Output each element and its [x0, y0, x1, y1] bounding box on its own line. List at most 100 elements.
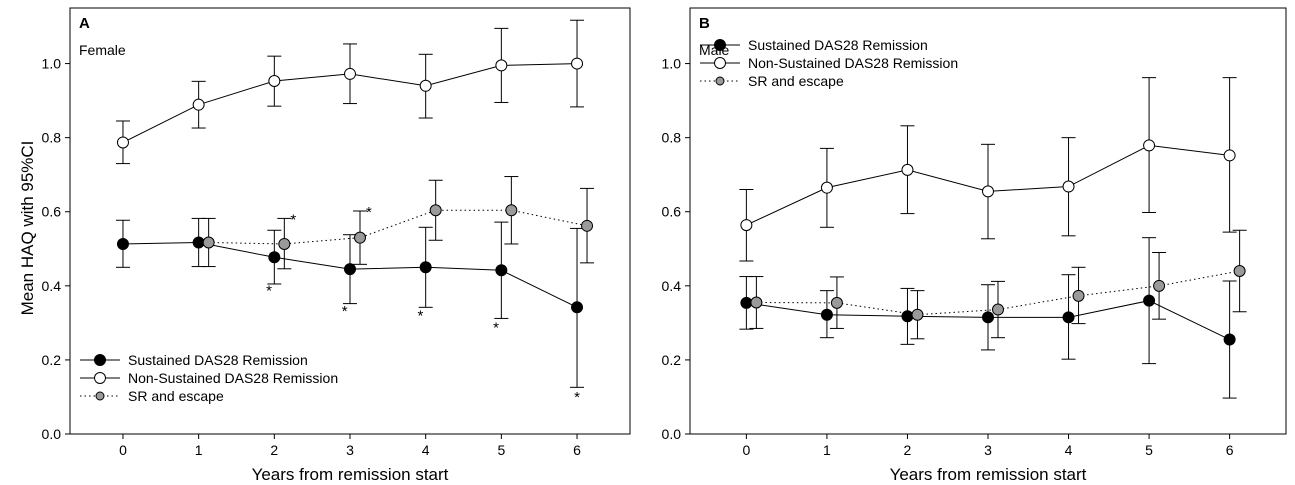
data-point: [1143, 294, 1156, 307]
panel-a: A Female 0.0 0.2 0.4 0.6 0.8 1.0 0 1 2 3 4 5 6 Years fr…: [42, 7, 631, 484]
data-point: [495, 59, 508, 72]
data-point: [901, 163, 914, 176]
x-tick-label: 6: [573, 442, 581, 458]
y-tick-label: 0.4: [42, 278, 62, 294]
y-axis-label: Mean HAQ with 95%CI: [18, 141, 37, 316]
data-point: [571, 57, 584, 70]
series-non-sustained-das28-remission: [739, 77, 1237, 262]
data-point: [571, 301, 584, 314]
x-tick-label: 1: [195, 442, 203, 458]
panel-subtitle: Female: [79, 42, 126, 58]
legend-marker: [94, 372, 106, 384]
series-sr-and-escape: [749, 229, 1247, 340]
panel-letter: B: [699, 15, 710, 32]
x-tick-label: 0: [742, 442, 750, 458]
data-point: [992, 303, 1004, 316]
data-point: [820, 181, 833, 194]
legend-marker: [95, 391, 105, 401]
legend-label: Non-Sustained DAS28 Remission: [128, 370, 338, 386]
data-point: [505, 204, 518, 217]
series-non-sustained-das28-remission: [115, 19, 585, 165]
data-point: [344, 67, 356, 80]
legend: Sustained DAS28 Remission Non-Sustained D…: [700, 37, 958, 89]
data-point: [419, 79, 432, 92]
panel-letter: A: [79, 15, 90, 32]
data-point: [1233, 265, 1246, 278]
y-tick-label: 0.2: [42, 352, 62, 368]
y-tick-label: 0.0: [42, 426, 62, 442]
significance-star: *: [342, 303, 348, 320]
significance-star: *: [493, 320, 499, 337]
legend-marker: [94, 354, 106, 366]
x-axis-label: Years from remission start: [890, 465, 1087, 484]
data-point: [1072, 289, 1085, 302]
data-point: [982, 311, 994, 324]
y-tick-label: 0.6: [662, 204, 682, 220]
data-point: [1143, 139, 1156, 152]
series-sustained-das28-remission: [739, 237, 1237, 399]
data-point: [982, 185, 994, 198]
y-tick-label: 0.0: [662, 426, 682, 442]
data-point: [278, 237, 291, 250]
data-point: [830, 296, 843, 309]
x-tick-label: 4: [422, 442, 430, 458]
data-point: [1223, 333, 1236, 346]
legend-marker: [714, 57, 726, 69]
data-point: [116, 237, 129, 250]
legend-label: SR and escape: [748, 73, 844, 89]
significance-star: *: [417, 307, 423, 324]
data-point: [116, 136, 129, 149]
legend: Sustained DAS28 Remission Non-Sustained D…: [80, 352, 338, 404]
series-line: [208, 209, 588, 245]
x-tick-label: 5: [497, 442, 505, 458]
series-sustained-das28-remission: [115, 217, 585, 388]
data-point: [192, 236, 205, 249]
data-point: [268, 74, 281, 87]
legend-label: Sustained DAS28 Remission: [128, 352, 308, 368]
x-tick-label: 6: [1226, 442, 1234, 458]
legend-marker: [714, 39, 726, 51]
data-point: [1062, 180, 1075, 193]
significance-star: *: [266, 283, 272, 300]
data-point: [202, 236, 215, 249]
y-tick-label: 0.2: [662, 352, 682, 368]
y-tick-label: 1.0: [42, 56, 62, 72]
y-tick-label: 0.6: [42, 204, 62, 220]
y-tick-label: 0.4: [662, 278, 682, 294]
x-tick-label: 3: [984, 442, 992, 458]
data-point: [1153, 279, 1166, 292]
data-point: [911, 308, 924, 321]
x-tick-label: 4: [1065, 442, 1073, 458]
x-tick-label: 2: [904, 442, 912, 458]
data-point: [901, 310, 914, 323]
legend-label: Sustained DAS28 Remission: [748, 37, 928, 53]
x-tick-label: 5: [1145, 442, 1153, 458]
y-tick-label: 0.8: [42, 130, 62, 146]
data-point: [820, 308, 833, 321]
significance-star: *: [290, 211, 296, 228]
data-point: [192, 98, 205, 111]
data-point: [354, 231, 366, 244]
data-point: [1062, 311, 1075, 324]
data-point: [344, 263, 356, 276]
y-tick-label: 0.8: [662, 130, 682, 146]
data-point: [740, 296, 753, 309]
y-tick-label: 1.0: [662, 56, 682, 72]
data-point: [750, 296, 763, 309]
x-tick-label: 1: [823, 442, 831, 458]
x-tick-label: 0: [119, 442, 127, 458]
data-point: [419, 261, 432, 274]
x-axis-label: Years from remission start: [252, 465, 449, 484]
series-sr-and-escape: [201, 176, 595, 270]
significance-star: *: [574, 389, 580, 406]
significance-star: *: [366, 204, 372, 221]
x-tick-label: 3: [346, 442, 354, 458]
data-point: [581, 219, 594, 232]
data-point: [740, 219, 753, 232]
legend-label: SR and escape: [128, 388, 224, 404]
legend-label: Non-Sustained DAS28 Remission: [748, 55, 958, 71]
data-point: [1223, 149, 1236, 162]
legend-marker: [715, 76, 725, 86]
